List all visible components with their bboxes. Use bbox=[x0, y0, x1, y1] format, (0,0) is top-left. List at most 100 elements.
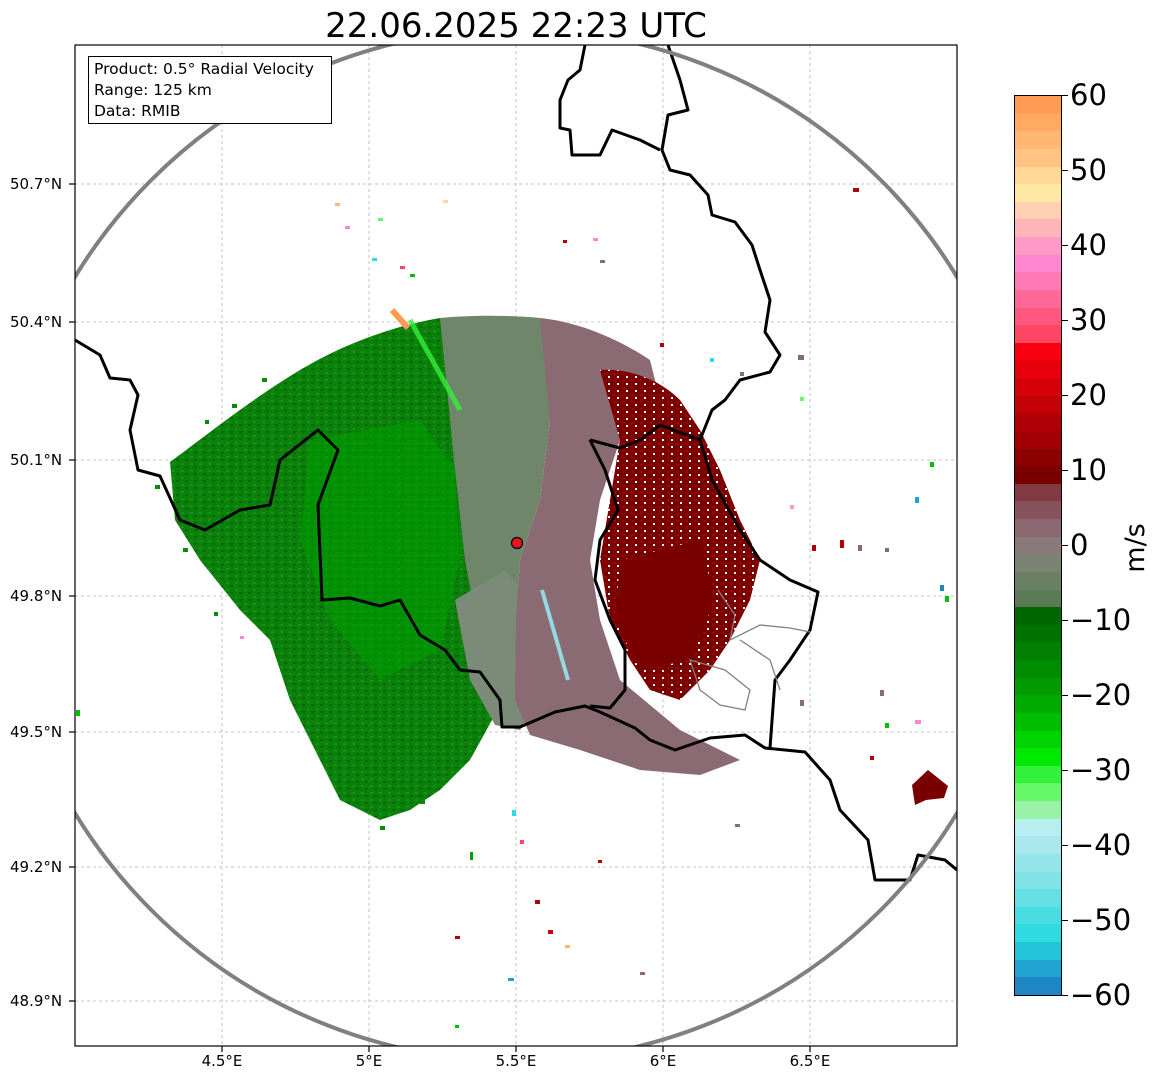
colorbar-segment bbox=[1015, 413, 1061, 431]
colorbar-label-20: 20 bbox=[1070, 378, 1107, 412]
colorbar-tick bbox=[1062, 470, 1068, 472]
lon-label-4-5: 4.5°E bbox=[201, 1052, 243, 1070]
lat-label-48-9: 48.9°N bbox=[10, 992, 63, 1010]
colorbar-segment bbox=[1015, 554, 1061, 572]
colorbar-segment bbox=[1015, 924, 1061, 942]
lat-label-49-8: 49.8°N bbox=[10, 587, 63, 605]
colorbar-segment bbox=[1015, 201, 1061, 220]
lon-label-5: 5°E bbox=[355, 1052, 383, 1070]
echo-outbound-strong-core bbox=[615, 540, 715, 670]
colorbar-segment bbox=[1015, 889, 1061, 907]
echo-isolated-cell bbox=[912, 770, 948, 805]
colorbar-segment bbox=[1015, 360, 1061, 378]
product-info-box: Product: 0.5° Radial Velocity Range: 125… bbox=[88, 56, 332, 124]
colorbar-segment bbox=[1015, 325, 1061, 343]
colorbar-segment bbox=[1015, 219, 1061, 237]
colorbar-segment bbox=[1015, 113, 1061, 132]
colorbar-segment bbox=[1015, 395, 1061, 414]
colorbar-segment bbox=[1015, 272, 1061, 290]
colorbar-segment bbox=[1015, 660, 1061, 678]
border-north-loop bbox=[558, 45, 661, 157]
colorbar-segment bbox=[1015, 254, 1061, 273]
colorbar-segment bbox=[1015, 765, 1061, 784]
colorbar-tick bbox=[1062, 995, 1068, 997]
colorbar-tick bbox=[1062, 320, 1068, 322]
lon-label-5-5: 5.5°E bbox=[495, 1052, 537, 1070]
colorbar-label-minus-50: −50 bbox=[1070, 903, 1132, 937]
colorbar-label-minus-60: −60 bbox=[1070, 978, 1132, 1012]
colorbar-label-minus-20: −20 bbox=[1070, 678, 1132, 712]
colorbar-label-60: 60 bbox=[1070, 78, 1107, 112]
border-belgium-france-west bbox=[75, 338, 957, 882]
colorbar-label-50: 50 bbox=[1070, 153, 1107, 187]
colorbar-segment bbox=[1015, 748, 1061, 766]
colorbar-label-10: 10 bbox=[1070, 453, 1107, 487]
colorbar-segment bbox=[1015, 836, 1061, 854]
product-label: Product: 0.5° Radial Velocity bbox=[94, 60, 314, 78]
colorbar-segment bbox=[1015, 624, 1061, 643]
range-label: Range: 125 km bbox=[94, 81, 212, 99]
colorbar-segment bbox=[1015, 184, 1061, 202]
echo-scatter bbox=[76, 188, 949, 1028]
border-belgium-luxembourg bbox=[589, 45, 782, 450]
region-boundaries bbox=[688, 589, 811, 711]
colorbar-segment bbox=[1015, 730, 1061, 749]
colorbar-segment bbox=[1015, 607, 1061, 625]
colorbar-label-minus-10: −10 bbox=[1070, 603, 1132, 637]
colorbar-segment bbox=[1015, 237, 1061, 255]
colorbar-segment bbox=[1015, 801, 1061, 819]
colorbar-segment bbox=[1015, 783, 1061, 801]
velocity-colorbar bbox=[1014, 95, 1062, 996]
colorbar-label-minus-40: −40 bbox=[1070, 828, 1132, 862]
map-title: 22.06.2025 22:23 UTC bbox=[325, 6, 707, 46]
echo-inbound-bright bbox=[300, 420, 460, 680]
radar-site-marker[interactable] bbox=[510, 536, 524, 550]
colorbar-segment bbox=[1015, 536, 1061, 555]
border-luxembourg-east bbox=[698, 439, 820, 749]
lon-label-6-5: 6.5°E bbox=[789, 1052, 831, 1070]
colorbar-tick bbox=[1062, 170, 1068, 172]
colorbar-segment bbox=[1015, 96, 1061, 114]
colorbar-segment bbox=[1015, 430, 1061, 449]
colorbar-segment bbox=[1015, 977, 1061, 995]
colorbar-label-0: 0 bbox=[1070, 528, 1089, 562]
colorbar-segment bbox=[1015, 677, 1061, 696]
lat-label-50-1: 50.1°N bbox=[10, 451, 63, 469]
colorbar-segment bbox=[1015, 501, 1061, 519]
data-source-label: Data: RMIB bbox=[94, 102, 181, 120]
colorbar-segment bbox=[1015, 448, 1061, 467]
axis-ticks bbox=[69, 183, 811, 1052]
echo-outbound-weak bbox=[515, 318, 740, 775]
colorbar-segment bbox=[1015, 519, 1061, 537]
colorbar-segment bbox=[1015, 853, 1061, 872]
colorbar-segment bbox=[1015, 712, 1061, 731]
colorbar-tick bbox=[1062, 920, 1068, 922]
colorbar-tick bbox=[1062, 95, 1068, 97]
colorbar-tick bbox=[1062, 770, 1068, 772]
colorbar-tick bbox=[1062, 245, 1068, 247]
lat-label-50-7: 50.7°N bbox=[10, 175, 63, 193]
echo-streak-southeast bbox=[540, 589, 570, 681]
colorbar-segment bbox=[1015, 642, 1061, 660]
colorbar-label-minus-30: −30 bbox=[1070, 753, 1132, 787]
colorbar-segment bbox=[1015, 289, 1061, 308]
radar-echo-field bbox=[76, 188, 949, 1028]
colorbar-segment bbox=[1015, 466, 1061, 484]
lon-label-6: 6°E bbox=[649, 1052, 677, 1070]
colorbar-segment bbox=[1015, 818, 1061, 837]
colorbar-segment bbox=[1015, 959, 1061, 978]
lat-label-49-2: 49.2°N bbox=[10, 858, 63, 876]
colorbar-tick bbox=[1062, 395, 1068, 397]
colorbar-tick bbox=[1062, 695, 1068, 697]
echo-streak-orange bbox=[389, 308, 411, 330]
colorbar-segment bbox=[1015, 589, 1061, 608]
colorbar-tick bbox=[1062, 620, 1068, 622]
colorbar-label-30: 30 bbox=[1070, 303, 1107, 337]
colorbar-segment bbox=[1015, 307, 1061, 326]
lat-label-50-4: 50.4°N bbox=[10, 313, 63, 331]
colorbar-segment bbox=[1015, 148, 1061, 167]
colorbar-segment bbox=[1015, 942, 1061, 960]
colorbar-segment bbox=[1015, 695, 1061, 713]
colorbar-segment bbox=[1015, 166, 1061, 185]
